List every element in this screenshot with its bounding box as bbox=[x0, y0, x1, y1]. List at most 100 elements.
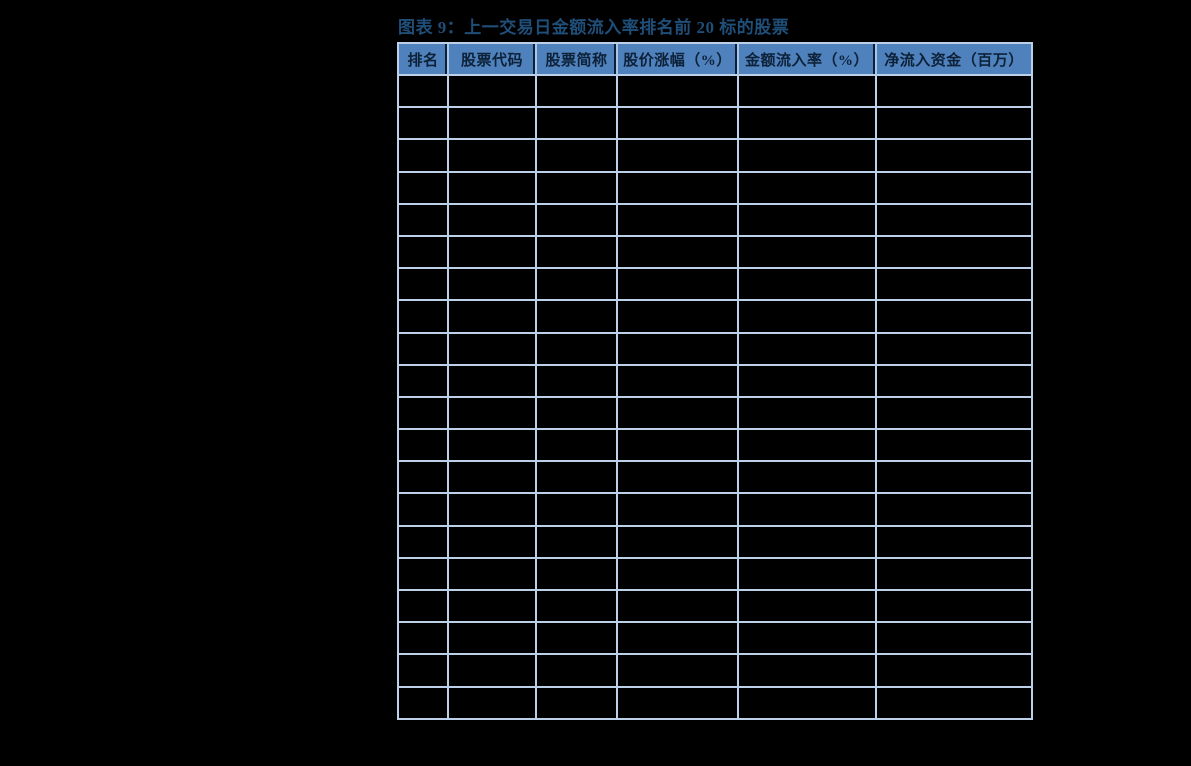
table-row bbox=[399, 108, 1031, 141]
table-cell bbox=[877, 430, 1031, 463]
table-cell bbox=[877, 140, 1031, 173]
table-cell bbox=[449, 76, 537, 109]
table-cell bbox=[537, 301, 618, 334]
table-cell bbox=[399, 462, 449, 495]
table-cell bbox=[537, 558, 618, 591]
table-cell bbox=[877, 301, 1031, 334]
table-row bbox=[399, 397, 1031, 431]
figure-title: 图表 9：上一交易日金额流入率排名前 20 标的股票 bbox=[398, 18, 790, 37]
column-header-4: 股价涨幅（%） bbox=[618, 44, 739, 76]
table-cell bbox=[537, 655, 618, 688]
table-row bbox=[399, 140, 1031, 173]
table-cell bbox=[877, 494, 1031, 527]
table-row bbox=[399, 365, 1031, 398]
table-row bbox=[399, 430, 1031, 463]
table-cell bbox=[877, 558, 1031, 591]
table-cell bbox=[399, 172, 449, 205]
table-row bbox=[399, 687, 1031, 718]
table-cell bbox=[399, 301, 449, 334]
table-cell bbox=[618, 365, 739, 398]
table-cell bbox=[449, 655, 537, 688]
table-cell bbox=[449, 365, 537, 398]
table-cell bbox=[449, 333, 537, 366]
table-cell bbox=[399, 333, 449, 366]
table-cell bbox=[537, 172, 618, 205]
table-cell bbox=[739, 558, 877, 591]
table-cell bbox=[537, 269, 618, 302]
table-cell bbox=[877, 687, 1031, 718]
table-cell bbox=[449, 269, 537, 302]
table-cell bbox=[449, 687, 537, 718]
table-cell bbox=[877, 462, 1031, 495]
table-cell bbox=[537, 236, 618, 270]
table-cell bbox=[537, 526, 618, 559]
table-cell bbox=[877, 591, 1031, 624]
table-cell bbox=[449, 591, 537, 624]
table-cell bbox=[877, 172, 1031, 205]
table-cell bbox=[739, 204, 877, 237]
table-row bbox=[399, 591, 1031, 624]
table-cell bbox=[449, 558, 537, 591]
table-cell bbox=[877, 108, 1031, 141]
table-cell bbox=[739, 76, 877, 109]
table-cell bbox=[449, 494, 537, 527]
table-header-row: 排名 股票代码 股票简称 股价涨幅（%） 金额流入率（%） 净流入资金（百万） bbox=[399, 44, 1031, 76]
table-cell bbox=[537, 333, 618, 366]
table-cell bbox=[399, 76, 449, 109]
table-row bbox=[399, 494, 1031, 527]
table-cell bbox=[449, 140, 537, 173]
table-row bbox=[399, 269, 1031, 302]
table-header: 排名 股票代码 股票简称 股价涨幅（%） 金额流入率（%） 净流入资金（百万） bbox=[399, 44, 1031, 76]
table-cell bbox=[399, 365, 449, 398]
table-cell bbox=[618, 591, 739, 624]
table-cell bbox=[739, 269, 877, 302]
table-cell bbox=[399, 655, 449, 688]
table-cell bbox=[739, 301, 877, 334]
table-cell bbox=[399, 108, 449, 141]
table-cell bbox=[877, 236, 1031, 270]
table-cell bbox=[537, 108, 618, 141]
table-cell bbox=[399, 494, 449, 527]
table-cell bbox=[739, 494, 877, 527]
table-cell bbox=[537, 397, 618, 431]
table-row bbox=[399, 462, 1031, 495]
table-cell bbox=[399, 269, 449, 302]
table-cell bbox=[618, 687, 739, 718]
table-cell bbox=[537, 591, 618, 624]
table-cell bbox=[449, 623, 537, 656]
table-cell bbox=[618, 333, 739, 366]
table-cell bbox=[449, 462, 537, 495]
table-cell bbox=[739, 397, 877, 431]
table-body bbox=[399, 76, 1031, 718]
table-cell bbox=[618, 430, 739, 463]
table-row bbox=[399, 526, 1031, 559]
column-header-3: 股票简称 bbox=[537, 44, 618, 76]
table-cell bbox=[537, 140, 618, 173]
table-cell bbox=[399, 591, 449, 624]
column-header-5: 金额流入率（%） bbox=[739, 44, 877, 76]
table-cell bbox=[739, 687, 877, 718]
table-cell bbox=[618, 172, 739, 205]
table-cell bbox=[877, 333, 1031, 366]
table-cell bbox=[449, 108, 537, 141]
table-cell bbox=[739, 333, 877, 366]
table-cell bbox=[537, 687, 618, 718]
table-cell bbox=[618, 76, 739, 109]
table-cell bbox=[618, 494, 739, 527]
table-cell bbox=[399, 623, 449, 656]
table-cell bbox=[739, 462, 877, 495]
table-cell bbox=[739, 655, 877, 688]
table-cell bbox=[537, 204, 618, 237]
table-cell bbox=[877, 655, 1031, 688]
table-cell bbox=[537, 623, 618, 656]
table-cell bbox=[449, 526, 537, 559]
table-cell bbox=[618, 623, 739, 656]
table-cell bbox=[399, 526, 449, 559]
column-header-2: 股票代码 bbox=[449, 44, 537, 76]
table-cell bbox=[618, 236, 739, 270]
table-cell bbox=[618, 462, 739, 495]
table-cell bbox=[877, 623, 1031, 656]
table-cell bbox=[537, 462, 618, 495]
table-cell bbox=[618, 140, 739, 173]
table-cell bbox=[399, 687, 449, 718]
